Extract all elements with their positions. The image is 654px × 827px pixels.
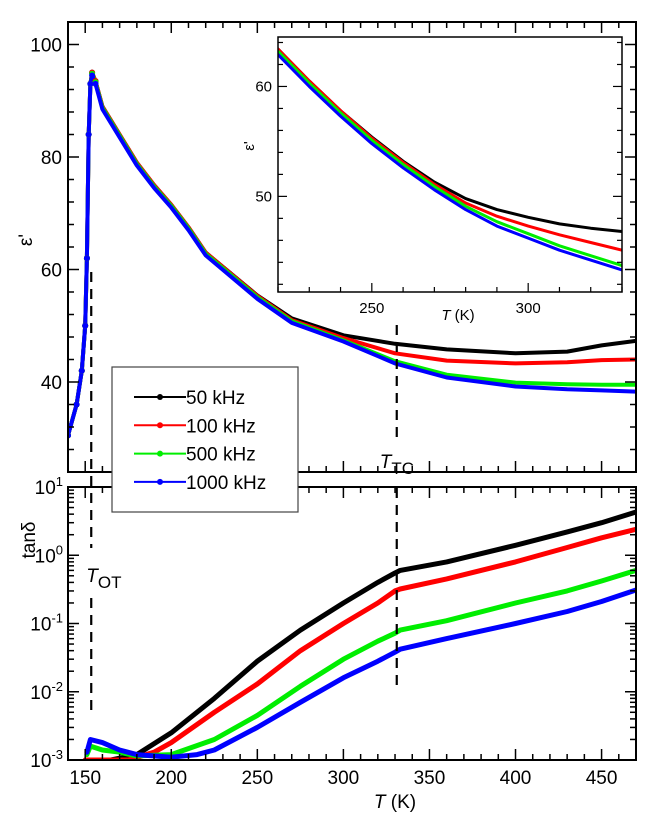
y-tick-label: 10-2 xyxy=(30,679,63,704)
inset-x-tick-label: 250 xyxy=(359,300,384,317)
inset-y-tick-label: 50 xyxy=(255,188,272,205)
y-axis-label-bottom: tanδ xyxy=(19,522,40,559)
data-point xyxy=(83,255,90,262)
series-line-bottom-1000-kHz xyxy=(84,587,636,760)
y-tick-label: 60 xyxy=(41,261,62,282)
y-axis-label-top: ε' xyxy=(16,234,37,246)
y-tick-label: 80 xyxy=(41,148,62,169)
legend-swatch-marker xyxy=(157,394,163,400)
inset-frame xyxy=(277,36,623,293)
y-tick-label: 100 xyxy=(30,36,62,57)
inset-series-line-100-kHz xyxy=(278,47,622,252)
legend-entry-label: 1000 kHz xyxy=(186,473,266,494)
inset-y-tick-label: 60 xyxy=(255,78,272,95)
series-line-bottom-50-kHz xyxy=(108,509,636,760)
y-tick-label: 101 xyxy=(35,474,63,499)
x-axis-label: T (K) xyxy=(374,792,416,813)
inset-y-axis-label: ε' xyxy=(241,141,258,151)
legend-entry-label: 100 kHz xyxy=(186,416,256,437)
inset-background xyxy=(278,37,622,292)
x-tick-label: 450 xyxy=(586,768,618,789)
y-tick-label: 10-1 xyxy=(30,611,63,636)
annotation-T-OT: TOT xyxy=(86,566,121,592)
data-point xyxy=(78,367,85,374)
x-tick-label: 400 xyxy=(500,768,532,789)
inset-series-line-1000-kHz xyxy=(278,53,622,272)
legend-box xyxy=(111,366,299,513)
annotation-T-TC: TTC xyxy=(380,452,414,478)
data-point xyxy=(87,80,94,87)
data-point xyxy=(85,131,92,138)
inset-x-tick-label: 300 xyxy=(516,300,541,317)
x-tick-label: 250 xyxy=(241,768,273,789)
data-point xyxy=(92,80,99,87)
legend-swatch-marker xyxy=(157,422,163,429)
legend-entry-label: 50 kHz xyxy=(186,388,245,409)
inset-series-line-500-kHz xyxy=(278,49,622,268)
data-point xyxy=(82,322,89,329)
x-tick-label: 350 xyxy=(414,768,446,789)
x-tick-label: 200 xyxy=(155,768,187,789)
series-line-bottom-500-kHz xyxy=(84,567,636,759)
legend xyxy=(111,366,299,513)
legend-swatch-marker xyxy=(157,478,163,485)
y-tick-label: 40 xyxy=(41,373,62,394)
legend-swatch-marker xyxy=(157,450,163,457)
x-tick-label: 150 xyxy=(69,768,101,789)
bottom-panel-frame xyxy=(67,486,637,761)
data-point xyxy=(89,72,96,79)
data-point xyxy=(73,401,80,408)
series-line-bottom-100-kHz xyxy=(82,526,636,760)
inset-x-axis-label: T (K) xyxy=(441,307,474,324)
y-tick-label: 10-3 xyxy=(30,747,63,772)
x-tick-label: 300 xyxy=(328,768,360,789)
legend-entry-label: 500 kHz xyxy=(186,445,256,466)
